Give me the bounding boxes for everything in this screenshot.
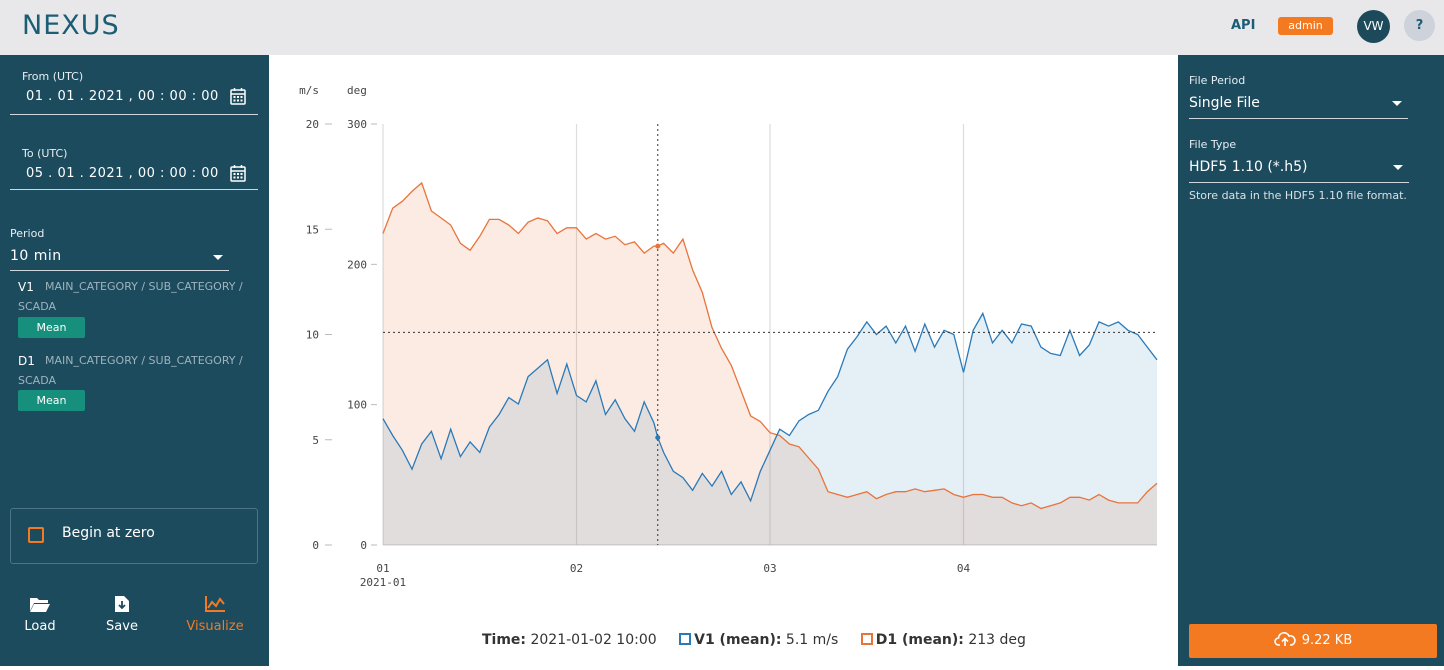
save-label: Save xyxy=(106,619,138,634)
aggregation-button[interactable]: Mean xyxy=(18,317,85,338)
visualize-label: Visualize xyxy=(186,619,244,634)
download-button[interactable]: 9.22 KB xyxy=(1189,624,1437,658)
x-tick-label: 03 xyxy=(763,562,776,575)
legend-d1-label: D1 (mean): xyxy=(875,632,964,648)
help-button[interactable]: ? xyxy=(1404,10,1435,41)
chart-area: m/s deg 20 15 10 5 0 300 200 100 0 01 02 03 04 2021-01 xyxy=(269,55,1178,666)
file-type-label: File Type xyxy=(1189,138,1237,151)
folder-open-icon xyxy=(30,598,50,612)
y1-tick-label: 5 xyxy=(312,434,319,447)
y1-tick-label: 0 xyxy=(312,539,319,552)
v1-line xyxy=(382,311,1158,503)
d1-area xyxy=(383,182,1157,545)
cloud-upload-icon xyxy=(1273,632,1296,646)
export-panel xyxy=(1178,55,1444,666)
file-download-icon xyxy=(115,596,129,612)
to-label: To (UTC) xyxy=(22,147,68,160)
variable-name: V1 xyxy=(18,280,34,294)
chevron-down-icon[interactable] xyxy=(1393,165,1403,170)
d1-marker xyxy=(655,243,661,249)
file-type-underline xyxy=(1189,182,1409,183)
aggregation-button[interactable]: Mean xyxy=(18,390,85,411)
d1-swatch-icon xyxy=(860,633,873,645)
to-underline xyxy=(10,189,258,190)
y1-tick-label: 20 xyxy=(306,118,319,131)
legend-v1-label: V1 (mean): xyxy=(694,632,782,648)
file-period-label: File Period xyxy=(1189,74,1246,87)
x-sub-label: 2021-01 xyxy=(360,576,406,589)
settings-panel xyxy=(0,55,269,666)
variable-path: MAIN_CATEGORY / SUB_CATEGORY / SCADA xyxy=(18,354,243,387)
from-underline xyxy=(10,114,258,115)
y2-tick-label: 200 xyxy=(347,258,367,271)
to-date-input[interactable]: 05 . 01 . 2021 , 00 : 00 : 00 xyxy=(26,166,219,181)
calendar-icon[interactable] xyxy=(230,164,246,182)
v1-swatch-icon xyxy=(679,633,692,645)
user-avatar[interactable]: VW xyxy=(1357,10,1390,43)
period-label: Period xyxy=(10,227,45,240)
chevron-down-icon[interactable] xyxy=(213,255,223,260)
y2-tick-label: 100 xyxy=(347,399,367,412)
begin-at-zero-label: Begin at zero xyxy=(62,525,155,541)
v1-area xyxy=(383,313,1157,545)
y2-unit-label: deg xyxy=(347,84,367,97)
role-badge: admin xyxy=(1278,17,1333,35)
download-size-label: 9.22 KB xyxy=(1301,633,1353,648)
x-tick-label: 01 xyxy=(376,562,389,575)
y2-tick-label: 0 xyxy=(360,539,367,552)
period-underline xyxy=(10,270,229,271)
load-label: Load xyxy=(24,619,56,634)
legend-time-label: Time: xyxy=(482,632,527,648)
visualize-button[interactable]: Visualize xyxy=(185,595,245,634)
api-link[interactable]: API xyxy=(1231,18,1256,33)
load-button[interactable]: Load xyxy=(10,595,70,634)
begin-at-zero-checkbox[interactable] xyxy=(28,527,44,543)
legend-d1-value: 213 deg xyxy=(968,632,1026,648)
chart-legend: Time: 2021-01-02 10:00 V1 (mean): 5.1 m/… xyxy=(482,632,1026,648)
top-bar: NEXUS API admin VW ? xyxy=(0,0,1444,55)
calendar-icon[interactable] xyxy=(230,87,246,105)
y2-tick-label: 300 xyxy=(347,118,367,131)
chart-icon xyxy=(205,596,225,612)
time-series-chart[interactable]: m/s deg 20 15 10 5 0 300 200 100 0 01 02 03 04 2021-01 xyxy=(269,55,1178,666)
file-type-select[interactable]: HDF5 1.10 (*.h5) xyxy=(1189,159,1308,175)
legend-v1-value: 5.1 m/s xyxy=(785,632,839,648)
y1-tick-label: 15 xyxy=(306,223,319,236)
begin-at-zero-box xyxy=(10,508,258,564)
y1-tick-label: 10 xyxy=(306,329,319,342)
d1-line xyxy=(382,181,1158,510)
period-select[interactable]: 10 min xyxy=(10,248,62,264)
x-tick-label: 02 xyxy=(570,562,583,575)
file-type-description: Store data in the HDF5 1.10 file format. xyxy=(1189,189,1407,202)
chevron-down-icon[interactable] xyxy=(1392,101,1402,106)
save-button[interactable]: Save xyxy=(92,595,152,634)
x-tick-label: 04 xyxy=(957,562,971,575)
from-date-input[interactable]: 01 . 01 . 2021 , 00 : 00 : 00 xyxy=(26,89,219,104)
file-period-select[interactable]: Single File xyxy=(1189,95,1260,111)
variable-path: MAIN_CATEGORY / SUB_CATEGORY / SCADA xyxy=(18,280,243,313)
v1-marker xyxy=(655,435,661,441)
y1-unit-label: m/s xyxy=(299,84,319,97)
legend-time-value: 2021-01-02 10:00 xyxy=(530,632,657,648)
file-period-underline xyxy=(1189,118,1408,119)
variable-name: D1 xyxy=(18,354,35,368)
from-label: From (UTC) xyxy=(22,70,84,83)
app-logo[interactable]: NEXUS xyxy=(22,10,120,41)
